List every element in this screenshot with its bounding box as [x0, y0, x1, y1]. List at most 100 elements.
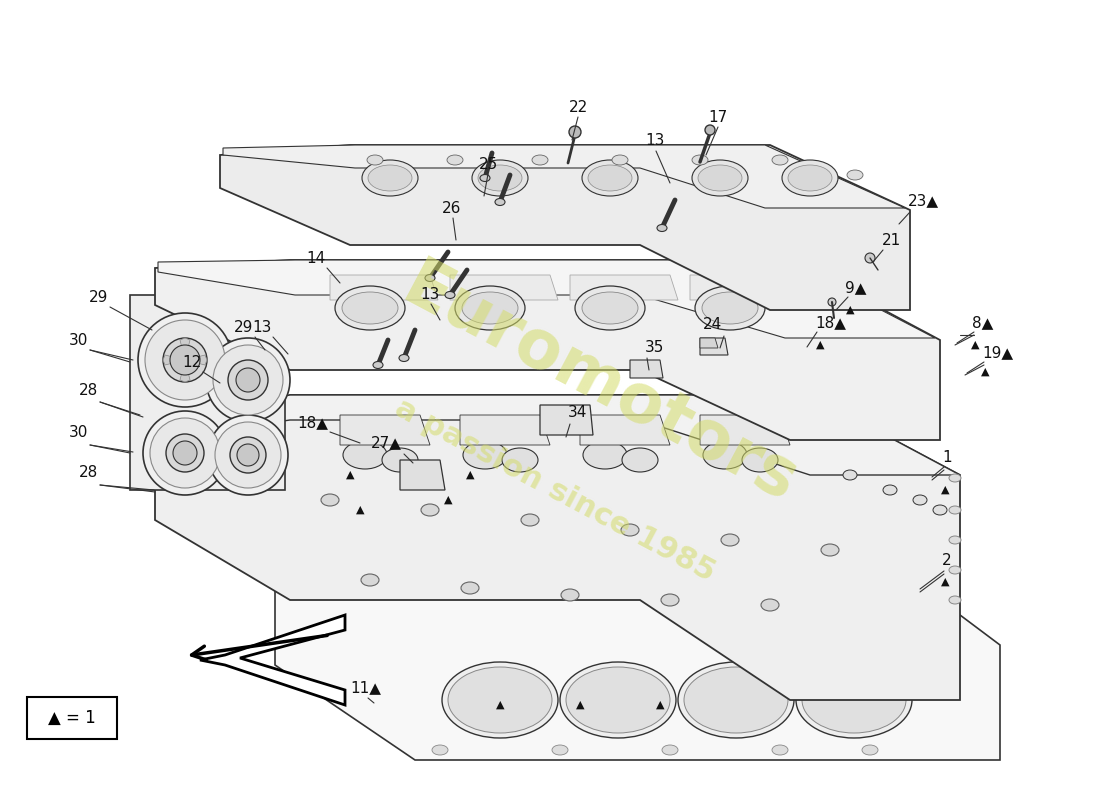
Text: 30: 30	[68, 425, 88, 440]
Ellipse shape	[425, 274, 435, 282]
Ellipse shape	[588, 165, 632, 191]
Ellipse shape	[336, 286, 405, 330]
Ellipse shape	[463, 441, 507, 469]
Text: 34: 34	[568, 405, 587, 420]
Ellipse shape	[702, 292, 758, 324]
Ellipse shape	[949, 566, 961, 574]
Ellipse shape	[742, 448, 778, 472]
Ellipse shape	[662, 745, 678, 755]
Ellipse shape	[495, 198, 505, 206]
Ellipse shape	[684, 667, 788, 733]
Ellipse shape	[796, 662, 912, 738]
Ellipse shape	[657, 225, 667, 231]
Polygon shape	[580, 415, 670, 445]
Text: 25: 25	[478, 157, 497, 172]
Text: 1: 1	[942, 450, 952, 465]
Polygon shape	[158, 260, 935, 338]
Polygon shape	[200, 615, 345, 705]
Text: a passion since 1985: a passion since 1985	[390, 393, 720, 587]
Polygon shape	[275, 540, 1000, 760]
Polygon shape	[570, 275, 678, 300]
Ellipse shape	[214, 422, 280, 488]
Text: 19▲: 19▲	[982, 345, 1013, 360]
Text: 21: 21	[882, 233, 901, 248]
Polygon shape	[155, 395, 960, 700]
Ellipse shape	[208, 415, 288, 495]
Ellipse shape	[828, 298, 836, 306]
Polygon shape	[540, 405, 593, 435]
Text: ▲: ▲	[846, 305, 855, 315]
Ellipse shape	[362, 160, 418, 196]
Text: ▲: ▲	[940, 577, 949, 587]
Polygon shape	[223, 145, 905, 208]
Ellipse shape	[621, 448, 658, 472]
Ellipse shape	[461, 582, 478, 594]
Ellipse shape	[772, 155, 788, 165]
Text: 13: 13	[253, 320, 272, 335]
Ellipse shape	[582, 292, 638, 324]
Polygon shape	[690, 275, 798, 300]
Ellipse shape	[583, 441, 627, 469]
Text: 35: 35	[645, 340, 664, 355]
Ellipse shape	[949, 506, 961, 514]
Ellipse shape	[621, 524, 639, 536]
Text: 23▲: 23▲	[908, 193, 939, 208]
Ellipse shape	[569, 126, 581, 138]
Ellipse shape	[455, 286, 525, 330]
Ellipse shape	[788, 165, 832, 191]
Ellipse shape	[692, 155, 708, 165]
Text: 28: 28	[79, 465, 98, 480]
Ellipse shape	[843, 470, 857, 480]
Ellipse shape	[532, 560, 548, 570]
Ellipse shape	[913, 495, 927, 505]
Text: 28: 28	[79, 383, 98, 398]
Ellipse shape	[472, 160, 528, 196]
Ellipse shape	[480, 174, 490, 182]
Ellipse shape	[720, 534, 739, 546]
Text: ▲: ▲	[465, 470, 474, 480]
Ellipse shape	[678, 662, 794, 738]
Text: 9▲: 9▲	[845, 280, 867, 295]
Ellipse shape	[236, 444, 258, 466]
Text: ▲: ▲	[496, 700, 504, 710]
Text: ▲: ▲	[816, 340, 824, 350]
Ellipse shape	[561, 589, 579, 601]
Ellipse shape	[552, 745, 568, 755]
Text: 17: 17	[708, 110, 727, 125]
Ellipse shape	[532, 155, 548, 165]
FancyBboxPatch shape	[28, 697, 117, 739]
Ellipse shape	[705, 125, 715, 135]
Ellipse shape	[321, 494, 339, 506]
Text: ▲: ▲	[970, 340, 979, 350]
Text: 24: 24	[703, 317, 722, 332]
Polygon shape	[630, 360, 663, 378]
Text: 11▲: 11▲	[351, 680, 382, 695]
Text: ▲: ▲	[575, 700, 584, 710]
Polygon shape	[220, 145, 910, 310]
Ellipse shape	[382, 448, 418, 472]
Ellipse shape	[361, 574, 379, 586]
Ellipse shape	[166, 434, 204, 472]
Polygon shape	[330, 275, 438, 300]
Ellipse shape	[145, 320, 226, 400]
Ellipse shape	[343, 441, 387, 469]
Ellipse shape	[447, 155, 463, 165]
Polygon shape	[700, 338, 728, 355]
Ellipse shape	[367, 155, 383, 165]
Ellipse shape	[692, 160, 748, 196]
Polygon shape	[700, 415, 790, 445]
Text: 2: 2	[942, 553, 952, 568]
Ellipse shape	[446, 291, 455, 298]
Text: ▲: ▲	[443, 495, 452, 505]
Ellipse shape	[575, 286, 645, 330]
Ellipse shape	[206, 338, 290, 422]
Ellipse shape	[772, 745, 788, 755]
Ellipse shape	[949, 596, 961, 604]
Text: ▲ = 1: ▲ = 1	[48, 709, 96, 727]
Polygon shape	[180, 338, 190, 360]
Text: 13: 13	[646, 133, 664, 148]
Text: 29: 29	[89, 290, 108, 305]
Ellipse shape	[342, 292, 398, 324]
Text: Euromotors: Euromotors	[392, 254, 808, 517]
Text: 18▲: 18▲	[815, 315, 846, 330]
